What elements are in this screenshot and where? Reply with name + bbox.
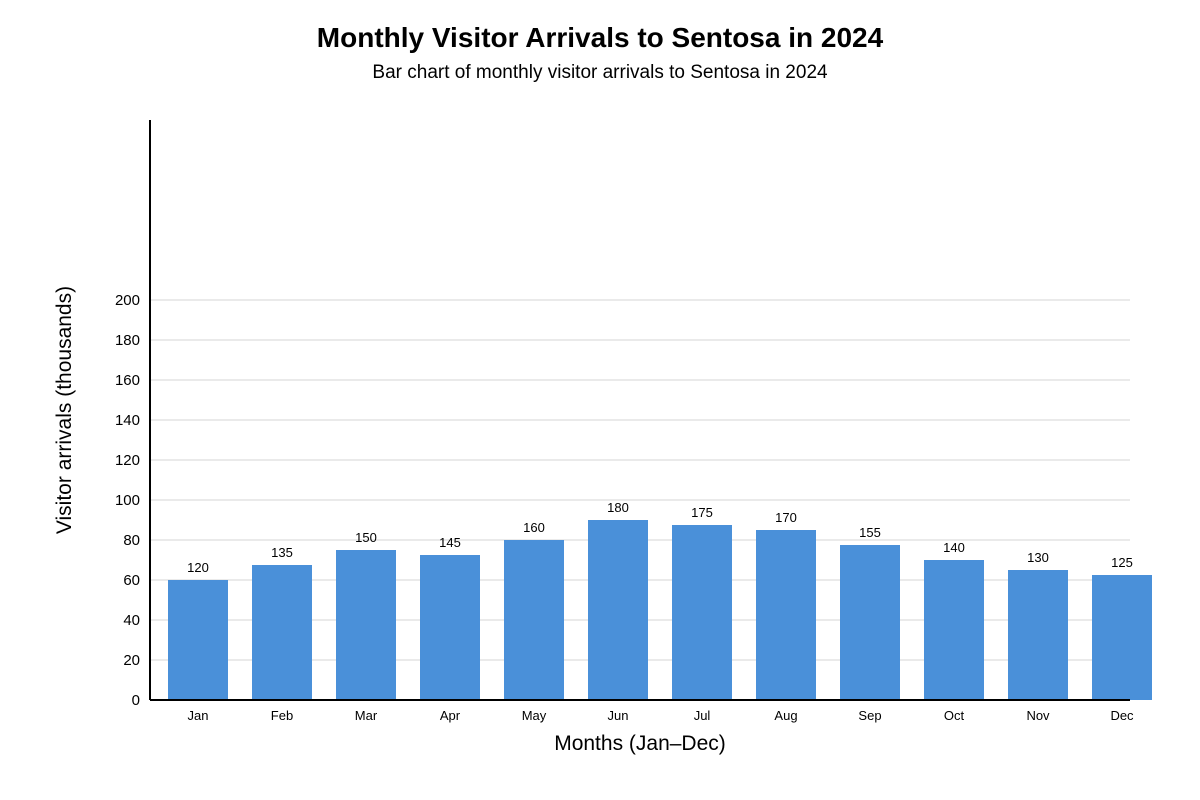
y-tick-label: 120 xyxy=(115,452,140,469)
data-label-aug: 170 xyxy=(775,510,797,525)
chart-subtitle: Bar chart of monthly visitor arrivals to… xyxy=(372,62,828,83)
x-tick-label-apr: Apr xyxy=(440,708,461,723)
chart-title: Monthly Visitor Arrivals to Sentosa in 2… xyxy=(316,22,884,53)
data-label-dec: 125 xyxy=(1111,555,1133,570)
x-tick-labels: Jan Feb Mar Apr May Jun Jul Aug Sep Oct Nov Dec xyxy=(188,708,1135,723)
y-tick-label: 80 xyxy=(123,532,140,549)
x-tick-label-feb: Feb xyxy=(271,708,293,723)
y-tick-label: 100 xyxy=(115,492,140,509)
x-tick-label-nov: Nov xyxy=(1026,708,1050,723)
bar-aug xyxy=(756,530,816,700)
bar-jun xyxy=(588,520,648,700)
x-tick-label-sep: Sep xyxy=(858,708,881,723)
y-tick-label: 60 xyxy=(123,572,140,589)
bar-sep xyxy=(840,545,900,700)
data-label-jun: 180 xyxy=(607,500,629,515)
y-tick-label: 200 xyxy=(115,292,140,309)
bar-may xyxy=(504,540,564,700)
data-label-oct: 140 xyxy=(943,540,965,555)
bar-dec xyxy=(1092,575,1152,700)
y-axis-title: Visitor arrivals (thousands) xyxy=(53,286,76,534)
x-tick-label-jun: Jun xyxy=(608,708,629,723)
x-tick-label-jul: Jul xyxy=(694,708,711,723)
x-tick-label-mar: Mar xyxy=(355,708,378,723)
data-label-may: 160 xyxy=(523,520,545,535)
data-label-apr: 145 xyxy=(439,535,461,550)
bar-jan xyxy=(168,580,228,700)
x-tick-label-aug: Aug xyxy=(774,708,797,723)
data-label-jul: 175 xyxy=(691,505,713,520)
bar-nov xyxy=(1008,570,1068,700)
y-tick-label: 20 xyxy=(123,652,140,669)
y-tick-label: 180 xyxy=(115,332,140,349)
x-axis-title: Months (Jan–Dec) xyxy=(554,732,726,755)
data-label-nov: 130 xyxy=(1027,550,1049,565)
data-label-sep: 155 xyxy=(859,525,881,540)
y-tick-label: 140 xyxy=(115,412,140,429)
y-tick-label: 40 xyxy=(123,612,140,629)
bar-apr xyxy=(420,555,480,700)
x-tick-label-oct: Oct xyxy=(944,708,965,723)
x-tick-label-may: May xyxy=(522,708,547,723)
y-tick-labels: 0 20 40 60 80 100 120 140 160 180 200 xyxy=(115,292,140,709)
y-tick-label: 0 xyxy=(132,692,140,709)
data-labels: 120 135 150 145 160 180 175 170 155 140 130 125 xyxy=(187,500,1133,575)
bar-feb xyxy=(252,565,312,700)
x-tick-label-dec: Dec xyxy=(1110,708,1134,723)
data-label-mar: 150 xyxy=(355,530,377,545)
bar-mar xyxy=(336,550,396,700)
bar-oct xyxy=(924,560,984,700)
x-tick-label-jan: Jan xyxy=(188,708,209,723)
data-label-jan: 120 xyxy=(187,560,209,575)
data-label-feb: 135 xyxy=(271,545,293,560)
bars xyxy=(168,520,1152,700)
bar-jul xyxy=(672,525,732,700)
y-tick-label: 160 xyxy=(115,372,140,389)
axes xyxy=(149,120,1130,701)
